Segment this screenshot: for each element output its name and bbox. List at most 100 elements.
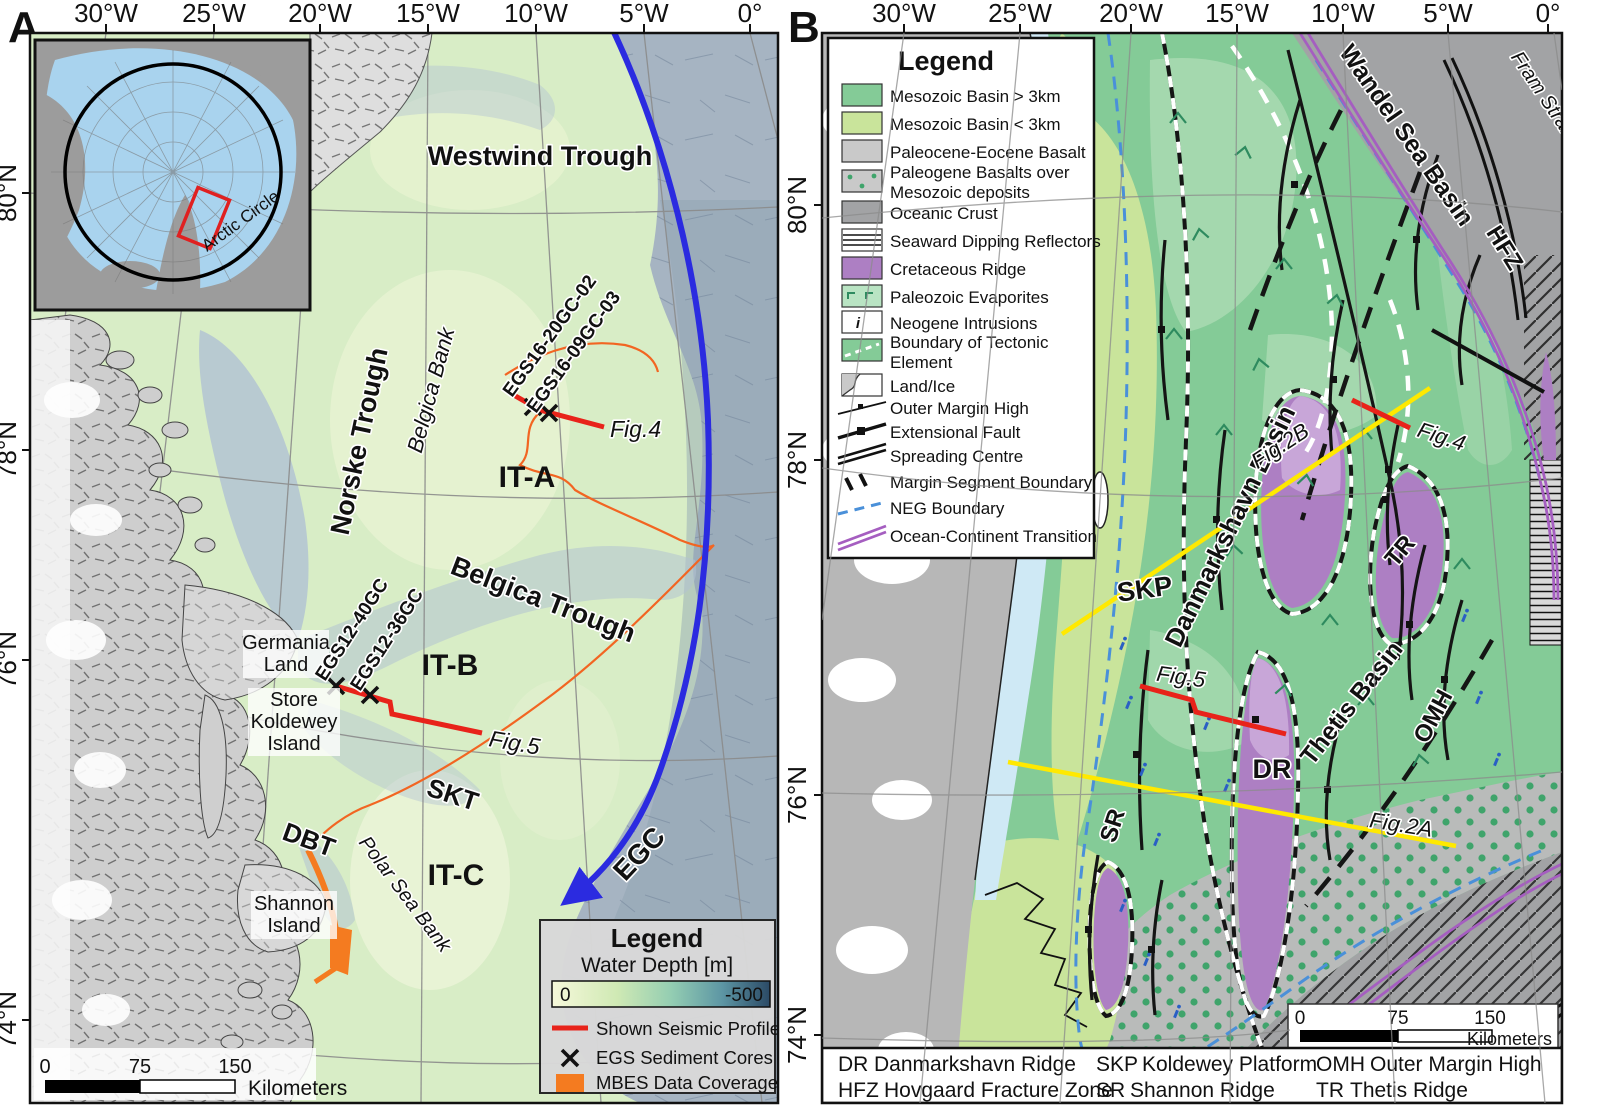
legend-a-mbes-label: MBES Data Coverage bbox=[596, 1072, 778, 1093]
scalebar-a-unit: Kilometers bbox=[248, 1077, 347, 1100]
a-lon-0: 0° bbox=[738, 0, 763, 28]
legend-item-9a: Boundary of Tectonic bbox=[890, 333, 1049, 352]
greenland-land bbox=[30, 33, 433, 1103]
a-lon-5w: 5°W bbox=[619, 0, 669, 28]
seismic-profiles-thin bbox=[309, 342, 715, 851]
legend-b-labels: Mesozoic Basin > 3km Mesozoic Basin < 3k… bbox=[890, 87, 1101, 546]
depth-max-label: -500 bbox=[725, 985, 763, 1006]
scalebar-b-150: 150 bbox=[1474, 1008, 1506, 1029]
abbr-hfz: HFZ bbox=[838, 1079, 879, 1102]
abbr-dr-name: Danmarkshavn Ridge bbox=[874, 1053, 1076, 1076]
label-shannon-1: Shannon bbox=[254, 893, 334, 915]
b-lon-30w: 30°W bbox=[872, 0, 936, 28]
legend-item-8: Neogene Intrusions bbox=[890, 314, 1037, 333]
scalebar-b-unit: Kilometers bbox=[1467, 1029, 1552, 1049]
b-lon-15w: 15°W bbox=[1205, 0, 1269, 28]
a-lon-10w: 10°W bbox=[504, 0, 568, 28]
abbr-dr: DR bbox=[838, 1053, 868, 1076]
egc-current-arrow bbox=[560, 33, 712, 906]
koldewey-label-bg bbox=[248, 688, 340, 756]
legend-a-cores-label: EGS Sediment Cores bbox=[596, 1047, 773, 1068]
archipelago bbox=[105, 350, 293, 1050]
label-it-b: IT-B bbox=[422, 649, 479, 682]
abbr-skp-name: Koldewey Platform bbox=[1142, 1053, 1317, 1076]
depth-colorbar bbox=[551, 980, 771, 1008]
panel-b-letter: B bbox=[788, 3, 820, 52]
abbr-sr: SR bbox=[1096, 1079, 1125, 1102]
label-fig4-a: Fig.4 bbox=[610, 416, 661, 442]
scalebar-a-0: 0 bbox=[39, 1056, 50, 1078]
abbr-tr: TR bbox=[1316, 1079, 1344, 1102]
arctic-circle-line bbox=[63, 62, 283, 282]
legend-a-seismic-label: Shown Seismic Profiles bbox=[596, 1018, 789, 1039]
margin-segment-boundaries bbox=[1247, 106, 1494, 908]
legend-a-title: Legend bbox=[611, 923, 703, 953]
scalebar-b-0: 0 bbox=[1295, 1008, 1306, 1029]
a-lat-78n: 78°N bbox=[0, 421, 22, 479]
abbr-tr-name: Thetis Ridge bbox=[1350, 1079, 1468, 1102]
abbr-omh: OMH bbox=[1316, 1053, 1365, 1076]
b-lat-78n: 78°N bbox=[782, 431, 812, 489]
ice-patches bbox=[44, 382, 130, 1026]
label-germania-2: Land bbox=[264, 654, 309, 676]
legend-item-14: Margin Segment Boundary bbox=[890, 473, 1093, 492]
panel-b-map: Wandel Sea Basin Fram Strait HFZ Danmark… bbox=[822, 33, 1562, 1103]
legend-item-15: NEG Boundary bbox=[890, 499, 1005, 518]
label-koldewey-1: Store bbox=[270, 689, 318, 711]
label-it-c: IT-C bbox=[428, 859, 485, 892]
abbreviation-box: DR Danmarkshavn Ridge SKP Koldewey Platf… bbox=[822, 1046, 1562, 1103]
legend-item-2: Paleocene-Eocene Basalt bbox=[890, 143, 1086, 162]
panel-b-legend: Legend i bbox=[826, 36, 1101, 560]
panel-b-scalebar: 0 75 150 Kilometers bbox=[1287, 1003, 1559, 1051]
tectonic-boundaries bbox=[1087, 33, 1450, 1049]
legend-item-0: Mesozoic Basin > 3km bbox=[890, 87, 1061, 106]
label-it-a: IT-A bbox=[499, 461, 556, 494]
abbr-sr-name: Shannon Ridge bbox=[1130, 1079, 1275, 1102]
b-lat-76n: 76°N bbox=[782, 766, 812, 824]
germania-label-bg bbox=[243, 630, 329, 678]
b-lon-20w: 20°W bbox=[1099, 0, 1163, 28]
panel-a: A bbox=[0, 0, 789, 1105]
label-koldewey-2: Koldewey bbox=[251, 711, 338, 733]
panel-a-map: Arctic Circle Westwind Trough Norske Tro… bbox=[30, 33, 789, 1103]
label-germania-1: Germania bbox=[242, 632, 331, 654]
scalebar-a-150: 150 bbox=[218, 1056, 251, 1078]
b-lon-0: 0° bbox=[1536, 0, 1561, 28]
b-lat-74n: 74°N bbox=[782, 1006, 812, 1064]
b-lat-80n: 80°N bbox=[782, 176, 812, 234]
a-lon-15w: 15°W bbox=[396, 0, 460, 28]
neogene-i-glyph: i bbox=[856, 315, 861, 332]
arctic-inset-map: Arctic Circle bbox=[33, 38, 312, 312]
a-lon-20w: 20°W bbox=[288, 0, 352, 28]
legend-item-5: Seaward Dipping Reflectors bbox=[890, 232, 1101, 251]
a-lon-30w: 30°W bbox=[74, 0, 138, 28]
b-lon-25w: 25°W bbox=[988, 0, 1052, 28]
legend-item-3b: Mesozoic deposits bbox=[890, 183, 1030, 202]
abbr-skp: SKP bbox=[1096, 1053, 1138, 1076]
inset-graticule bbox=[51, 50, 295, 294]
panel-b-axis: 30°W 25°W 20°W 15°W 10°W 5°W 0° 80°N 78°… bbox=[782, 0, 1560, 1064]
legend-item-12: Extensional Fault bbox=[890, 423, 1021, 442]
legend-item-13: Spreading Centre bbox=[890, 447, 1023, 466]
extensional-faults bbox=[1087, 49, 1482, 1016]
legend-item-10: Land/Ice bbox=[890, 377, 955, 396]
panel-a-axis: 30°W 25°W 20°W 15°W 10°W 5°W 0° 80°N 78°… bbox=[0, 0, 762, 1049]
panel-b-frame bbox=[820, 31, 1564, 1105]
panel-a-scalebar: 0 75 150 Kilometers bbox=[34, 1048, 347, 1100]
scalebar-b-75: 75 bbox=[1387, 1008, 1408, 1029]
scalebar-a-75: 75 bbox=[129, 1056, 151, 1078]
cretaceous-ridges bbox=[1093, 352, 1556, 1011]
legend-a-water-depth: Water Depth [m] bbox=[581, 954, 733, 977]
legend-item-1: Mesozoic Basin < 3km bbox=[890, 115, 1061, 134]
graticule-b bbox=[822, 33, 1562, 1103]
panel-a-legend: Legend Water Depth [m] 0 -500 Shown Seis… bbox=[539, 919, 789, 1094]
b-lon-5w: 5°W bbox=[1423, 0, 1473, 28]
fault-tick-squares bbox=[1085, 181, 1448, 953]
legend-item-3a: Paleogene Basalts over bbox=[890, 163, 1070, 182]
legend-item-11: Outer Margin High bbox=[890, 399, 1029, 418]
legend-item-6: Cretaceous Ridge bbox=[890, 260, 1026, 279]
label-shannon-2: Island bbox=[267, 915, 320, 937]
legend-b-title: Legend bbox=[898, 46, 994, 76]
